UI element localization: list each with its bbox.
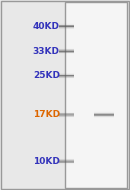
Bar: [60, 79, 74, 80]
Bar: [60, 50, 74, 51]
Bar: [94, 118, 114, 119]
Bar: [60, 162, 74, 163]
Bar: [60, 111, 74, 112]
Bar: [60, 164, 74, 165]
Bar: [94, 114, 114, 115]
Bar: [60, 26, 74, 27]
Bar: [60, 25, 74, 26]
Bar: [60, 26, 74, 27]
Bar: [60, 74, 74, 75]
Bar: [60, 73, 74, 74]
Bar: [60, 28, 74, 29]
Bar: [94, 111, 114, 112]
Bar: [94, 116, 114, 117]
Text: 10KD: 10KD: [33, 157, 60, 166]
Bar: [60, 118, 74, 119]
Bar: [60, 27, 74, 28]
Bar: [60, 24, 74, 25]
Bar: [60, 159, 74, 160]
Bar: [60, 75, 74, 76]
Bar: [94, 115, 114, 116]
Bar: [60, 48, 74, 49]
Bar: [60, 113, 74, 114]
Bar: [60, 117, 74, 118]
Bar: [60, 160, 74, 161]
Bar: [60, 77, 74, 78]
Text: 40KD: 40KD: [33, 22, 60, 31]
Bar: [60, 78, 74, 79]
Bar: [94, 112, 114, 113]
Bar: [60, 115, 74, 116]
Bar: [60, 112, 74, 113]
Bar: [94, 118, 114, 119]
Bar: [60, 24, 74, 25]
Text: 17KD: 17KD: [33, 110, 60, 120]
Bar: [94, 115, 114, 116]
Bar: [60, 54, 74, 55]
Text: 33KD: 33KD: [33, 47, 60, 56]
Bar: [94, 117, 114, 118]
Bar: [94, 113, 114, 114]
Bar: [65, 2, 127, 188]
Bar: [60, 73, 74, 74]
Bar: [60, 49, 74, 50]
Bar: [60, 160, 74, 161]
Bar: [60, 158, 74, 159]
Bar: [60, 75, 74, 76]
Bar: [60, 51, 74, 52]
Bar: [60, 74, 74, 75]
Bar: [60, 76, 74, 77]
Bar: [60, 29, 74, 30]
Bar: [60, 112, 74, 113]
Bar: [60, 159, 74, 160]
Bar: [60, 163, 74, 164]
Bar: [60, 158, 74, 159]
Bar: [60, 48, 74, 49]
Bar: [60, 50, 74, 51]
Bar: [60, 114, 74, 115]
Text: 25KD: 25KD: [33, 71, 60, 81]
Bar: [60, 161, 74, 162]
Bar: [60, 113, 74, 114]
Bar: [60, 52, 74, 53]
Bar: [60, 23, 74, 24]
Bar: [60, 25, 74, 26]
Bar: [60, 161, 74, 162]
Bar: [60, 116, 74, 117]
Bar: [60, 72, 74, 73]
Bar: [94, 112, 114, 113]
Bar: [60, 23, 74, 24]
Bar: [60, 53, 74, 54]
Bar: [60, 114, 74, 115]
Bar: [60, 49, 74, 50]
